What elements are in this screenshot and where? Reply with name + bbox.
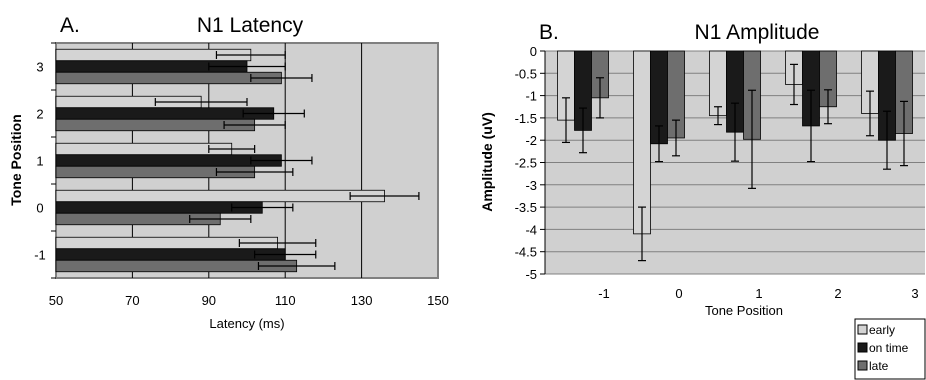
amplitude-chart-title: N1 Amplitude bbox=[695, 21, 820, 44]
legend-swatch bbox=[857, 360, 868, 371]
latency-x-ticks: 50 70 90 110 130 150 bbox=[49, 293, 449, 308]
amplitude-y-tick-label: -3 bbox=[525, 178, 537, 193]
latency-y-tick-label: -1 bbox=[34, 248, 46, 263]
latency-x-tick-label: 130 bbox=[351, 293, 373, 308]
amplitude-y-tick-label: -0.5 bbox=[515, 66, 537, 81]
amplitude-y-tick-label: -3.5 bbox=[515, 200, 537, 215]
latency-bars bbox=[55, 48, 420, 273]
amplitude-x-axis-title: Tone Position bbox=[705, 303, 783, 318]
amplitude-bar-early bbox=[633, 50, 651, 235]
latency-x-tick-label: 150 bbox=[427, 293, 449, 308]
amplitude-x-tick-label: 1 bbox=[755, 286, 762, 301]
latency-y-ticks: 3 2 1 0 -1 bbox=[34, 42, 56, 279]
amplitude-x-ticks: -1 0 1 2 3 bbox=[598, 286, 918, 301]
amplitude-bars bbox=[557, 50, 913, 262]
latency-bar-late bbox=[55, 71, 282, 85]
amplitude-y-tick-label: -4 bbox=[525, 222, 537, 237]
amplitude-bar-early bbox=[709, 50, 727, 117]
latency-x-tick-label: 90 bbox=[202, 293, 216, 308]
latency-y-tick-label: 3 bbox=[36, 60, 43, 75]
amplitude-x-tick-label: -1 bbox=[598, 286, 610, 301]
legend-label: on time bbox=[869, 341, 909, 355]
latency-bar-on_time bbox=[55, 248, 286, 261]
amplitude-y-tick-label: 0 bbox=[530, 44, 537, 59]
latency-bar-early bbox=[55, 189, 385, 203]
latency-y-tick-label: 2 bbox=[36, 107, 43, 122]
latency-x-tick-label: 110 bbox=[275, 293, 296, 308]
amplitude-y-tick-label: -1.5 bbox=[515, 111, 537, 126]
latency-bar-on_time bbox=[55, 107, 275, 120]
amplitude-y-axis-title: Amplitude (uV) bbox=[479, 112, 495, 212]
amplitude-chart: B. N1 Amplitude 0 -0.5 -1 -1.5 -2 -2.5 -3 -3.5 -… bbox=[479, 21, 925, 318]
amplitude-y-tick-label: -4.5 bbox=[515, 245, 537, 260]
latency-x-axis-title: Latency (ms) bbox=[209, 316, 284, 331]
panel-b-label: B. bbox=[539, 21, 559, 44]
legend-swatch bbox=[857, 324, 868, 335]
amplitude-y-tick-label: -5 bbox=[525, 267, 537, 282]
amplitude-y-tick-label: -1 bbox=[525, 89, 537, 104]
latency-x-tick-label: 50 bbox=[49, 293, 63, 308]
latency-chart: A. N1 Latency 50 70 90 110 130 150 3 2 1 0 -1 Lat… bbox=[8, 14, 449, 331]
amplitude-x-tick-label: 3 bbox=[911, 286, 918, 301]
legend-swatch bbox=[857, 342, 868, 353]
latency-chart-title: N1 Latency bbox=[197, 14, 304, 37]
amplitude-x-tick-label: 2 bbox=[834, 286, 841, 301]
latency-x-tick-label: 70 bbox=[125, 293, 139, 308]
legend-label: early bbox=[869, 323, 895, 337]
amplitude-y-ticks: 0 -0.5 -1 -1.5 -2 -2.5 -3 -3.5 -4 -4.5 -5 bbox=[515, 44, 546, 282]
latency-bar-on_time bbox=[55, 154, 282, 167]
latency-y-tick-label: 0 bbox=[36, 201, 43, 216]
panel-a-label: A. bbox=[60, 14, 80, 37]
legend-label: late bbox=[869, 359, 889, 373]
amplitude-x-tick-label: 0 bbox=[675, 286, 682, 301]
amplitude-y-tick-label: -2.5 bbox=[515, 156, 537, 171]
latency-y-axis-title: Tone Position bbox=[8, 114, 24, 206]
legend: early on time late bbox=[854, 318, 926, 380]
latency-bar-early bbox=[55, 142, 233, 156]
amplitude-y-tick-label: -2 bbox=[525, 133, 537, 148]
latency-y-tick-label: 1 bbox=[36, 154, 43, 169]
